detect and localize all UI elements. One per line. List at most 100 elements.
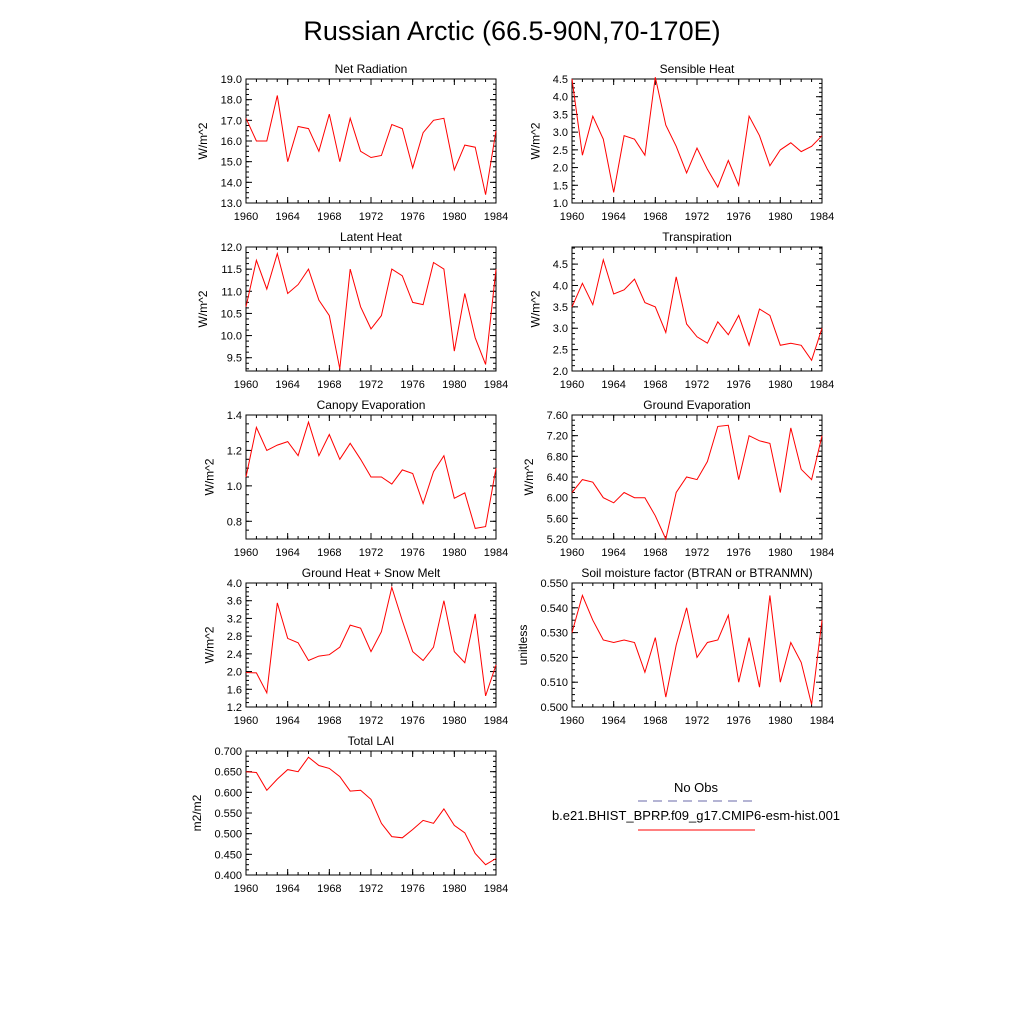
x-tick-label: 1976 xyxy=(400,379,424,391)
series-line xyxy=(245,420,497,529)
y-tick-label: 11.0 xyxy=(221,286,242,298)
x-tick-label: 1968 xyxy=(317,883,341,895)
x-tick-label: 1980 xyxy=(442,379,466,391)
y-tick-label: 2.0 xyxy=(227,667,242,679)
x-tick-label: 1972 xyxy=(685,211,709,223)
x-tick-label: 1964 xyxy=(601,379,625,391)
y-tick-label: 19.0 xyxy=(221,74,242,86)
chart-panel: 1960 1964 1968 1972 1976 1980 1984 0.500 0.510 0.… xyxy=(516,566,834,727)
x-tick-label: 1976 xyxy=(400,883,424,895)
x-tick-label: 1972 xyxy=(359,883,383,895)
x-tick-label: 1984 xyxy=(810,715,834,727)
y-tick-label: 7.20 xyxy=(547,431,568,443)
y-tick-label: 4.5 xyxy=(553,259,568,271)
y-tick-label: 0.520 xyxy=(540,652,568,664)
y-axis-label: m2/m2 xyxy=(190,794,204,831)
panel-title: Transpiration xyxy=(662,230,732,244)
x-tick-label: 1968 xyxy=(643,211,667,223)
y-tick-label: 0.550 xyxy=(214,808,242,820)
y-tick-label: 0.530 xyxy=(540,628,568,640)
y-axis-label: W/m^2 xyxy=(202,458,216,495)
y-tick-label: 1.0 xyxy=(553,198,568,210)
y-tick-label: 3.6 xyxy=(227,596,242,608)
series-line xyxy=(245,756,497,866)
x-tick-label: 1960 xyxy=(560,211,584,223)
x-tick-label: 1972 xyxy=(359,211,383,223)
chart-panel: 1960 1964 1968 1972 1976 1980 1984 0.8 1.0 1.2 1.4… xyxy=(202,398,508,559)
y-tick-label: 6.40 xyxy=(547,472,568,484)
plot-frame xyxy=(571,246,823,372)
y-tick-label: 0.540 xyxy=(540,603,568,615)
x-tick-label: 1972 xyxy=(685,379,709,391)
panel-title: Sensible Heat xyxy=(660,62,735,76)
y-tick-label: 11.5 xyxy=(221,264,242,276)
x-tick-label: 1960 xyxy=(560,715,584,727)
x-tick-label: 1960 xyxy=(234,547,258,559)
x-tick-label: 1980 xyxy=(768,715,792,727)
plot-frame xyxy=(571,414,823,540)
x-tick-label: 1984 xyxy=(484,883,508,895)
y-axis-label: W/m^2 xyxy=(528,290,542,327)
y-tick-label: 1.5 xyxy=(553,180,568,192)
y-tick-label: 2.0 xyxy=(553,163,568,175)
chart-panels: 1960 1964 1968 1972 1976 1980 1984 13.0 14.0 15.0… xyxy=(190,62,834,895)
y-tick-label: 2.0 xyxy=(553,366,568,378)
y-tick-label: 2.5 xyxy=(553,345,568,357)
y-tick-label: 10.0 xyxy=(221,331,242,343)
panel-title: Net Radiation xyxy=(335,62,408,76)
x-tick-label: 1968 xyxy=(643,379,667,391)
y-tick-label: 1.2 xyxy=(227,445,242,457)
series-line xyxy=(571,424,823,541)
y-tick-label: 0.700 xyxy=(214,746,242,758)
x-tick-label: 1980 xyxy=(442,715,466,727)
chart-panel: 1960 1964 1968 1972 1976 1980 1984 5.20 5.60 6.00… xyxy=(522,398,834,559)
x-tick-label: 1980 xyxy=(442,883,466,895)
y-tick-label: 0.500 xyxy=(540,702,568,714)
x-tick-label: 1976 xyxy=(400,547,424,559)
y-tick-label: 16.0 xyxy=(221,136,242,148)
x-tick-label: 1964 xyxy=(601,547,625,559)
x-tick-label: 1964 xyxy=(275,547,299,559)
y-axis-label: unitless xyxy=(516,625,530,666)
x-tick-label: 1968 xyxy=(643,547,667,559)
x-tick-label: 1964 xyxy=(601,211,625,223)
y-tick-label: 2.4 xyxy=(227,649,242,661)
chart-panel: 1960 1964 1968 1972 1976 1980 1984 13.0 14.0 15.0… xyxy=(196,62,508,223)
plot-frame xyxy=(571,582,823,708)
y-tick-label: 4.0 xyxy=(553,280,568,292)
series-line xyxy=(245,251,497,369)
y-axis-label: W/m^2 xyxy=(196,290,210,327)
y-tick-label: 5.60 xyxy=(547,513,568,525)
x-tick-label: 1972 xyxy=(359,379,383,391)
x-tick-label: 1980 xyxy=(768,211,792,223)
chart-panel: 1960 1964 1968 1972 1976 1980 1984 1.0 1.5 2.0 2.5… xyxy=(528,62,834,223)
y-tick-label: 7.60 xyxy=(547,410,568,422)
y-axis-label: W/m^2 xyxy=(528,122,542,159)
y-axis-label: W/m^2 xyxy=(202,626,216,663)
y-tick-label: 3.0 xyxy=(553,127,568,139)
y-tick-label: 0.600 xyxy=(214,787,242,799)
y-tick-label: 1.4 xyxy=(227,410,242,422)
y-tick-label: 0.650 xyxy=(214,767,242,779)
series-line xyxy=(245,585,497,697)
y-tick-label: 0.450 xyxy=(214,849,242,861)
y-tick-label: 0.8 xyxy=(227,516,242,528)
x-tick-label: 1960 xyxy=(234,211,258,223)
x-tick-label: 1984 xyxy=(810,547,834,559)
legend-model-label: b.e21.BHIST_BPRP.f09_g17.CMIP6-esm-hist.… xyxy=(552,808,840,823)
x-tick-label: 1960 xyxy=(234,883,258,895)
y-tick-label: 3.0 xyxy=(553,323,568,335)
x-tick-label: 1984 xyxy=(810,211,834,223)
y-tick-label: 5.20 xyxy=(547,534,568,546)
panel-title: Total LAI xyxy=(348,734,395,748)
y-tick-label: 1.0 xyxy=(227,481,242,493)
y-tick-label: 12.0 xyxy=(221,242,242,254)
series-line xyxy=(571,257,823,362)
y-tick-label: 4.5 xyxy=(553,74,568,86)
y-tick-label: 6.00 xyxy=(547,493,568,505)
plot-frame xyxy=(245,582,497,708)
x-tick-label: 1960 xyxy=(234,379,258,391)
y-tick-label: 1.2 xyxy=(227,702,242,714)
x-tick-label: 1968 xyxy=(317,547,341,559)
y-tick-label: 17.0 xyxy=(221,115,242,127)
